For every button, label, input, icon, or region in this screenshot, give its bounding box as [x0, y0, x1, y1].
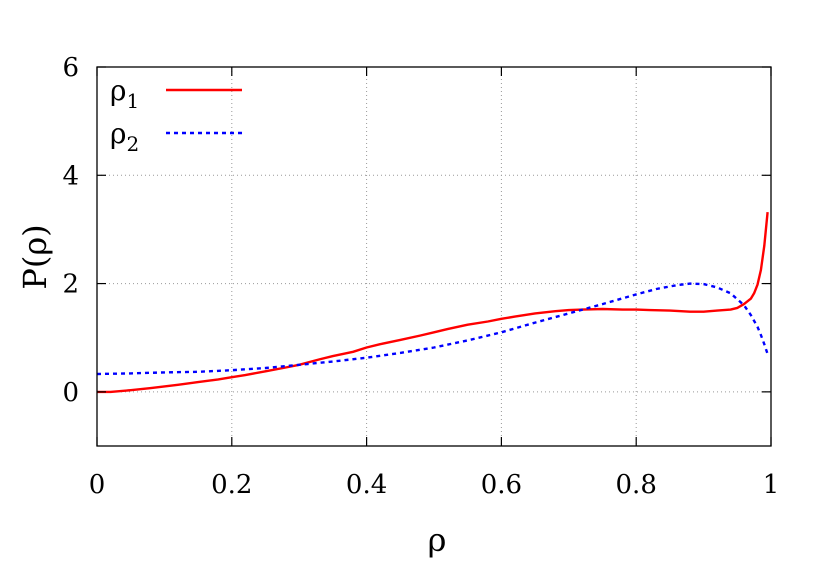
- y-tick-label: 6: [62, 53, 79, 83]
- legend-subscript: 1: [126, 89, 139, 113]
- legend: ρ1 ρ2: [110, 74, 242, 156]
- axis-ticks: [96, 66, 772, 446]
- legend-label: ρ2: [110, 117, 139, 156]
- series-line-2: [96, 282, 769, 376]
- series-layer: [96, 211, 769, 394]
- x-tick-label: 0.4: [346, 470, 387, 500]
- x-tick-label: 0.2: [211, 470, 252, 500]
- series-line-1: [97, 211, 769, 394]
- y-tick-label: 0: [62, 378, 79, 408]
- plot-frame: [96, 66, 772, 447]
- x-axis-label: ρ: [428, 521, 447, 559]
- x-tick-label: 0.6: [481, 470, 522, 500]
- legend-label: ρ1: [110, 74, 139, 113]
- legend-entry-1: ρ1: [110, 74, 242, 113]
- legend-entry-2: ρ2: [110, 117, 242, 156]
- legend-subscript: 2: [126, 132, 139, 156]
- grid-lines: [97, 67, 771, 446]
- x-tick-label: 1: [763, 470, 780, 500]
- x-tick-label: 0.8: [616, 470, 657, 500]
- y-tick-label: 4: [62, 161, 79, 191]
- tick-labels: 0 0.2 0.4 0.6 0.8 1 0 2 4 6: [62, 53, 779, 500]
- y-axis-label: P(ρ): [16, 224, 54, 289]
- y-tick-label: 2: [62, 270, 79, 300]
- x-tick-label: 0: [89, 470, 106, 500]
